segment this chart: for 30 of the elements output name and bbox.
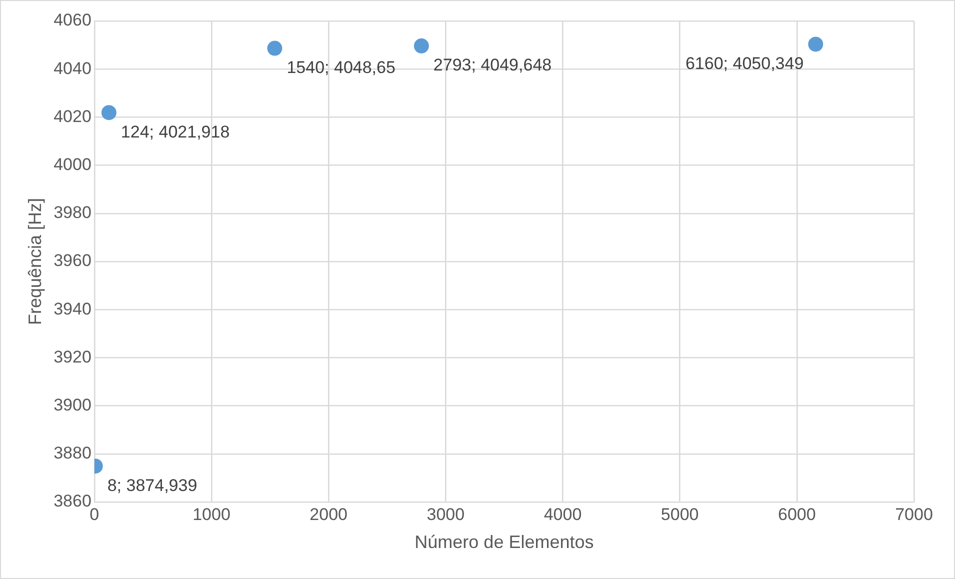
data-label: 2793; 4049,648 — [433, 56, 552, 75]
y-tick-label: 3860 — [54, 492, 92, 511]
y-tick-label: 4060 — [54, 10, 92, 30]
y-tick-label: 3880 — [54, 444, 92, 463]
y-tick-label: 3920 — [54, 347, 92, 366]
x-tick-label: 0 — [90, 504, 100, 524]
y-axis-title: Frequência [Hz] — [24, 198, 45, 326]
y-tick-label: 3980 — [54, 203, 92, 222]
x-tick-label: 3000 — [426, 504, 465, 524]
y-tick-label: 4000 — [54, 154, 92, 174]
data-label: 6160; 4050,349 — [685, 54, 804, 73]
y-tick-label: 3940 — [54, 299, 92, 318]
x-tick-label: 2000 — [310, 504, 348, 524]
x-axis-title: Número de Elementos — [414, 532, 594, 552]
y-tick-label: 4040 — [54, 58, 92, 78]
x-tick-label: 5000 — [660, 504, 699, 524]
point — [101, 105, 116, 120]
x-tick-label: 6000 — [778, 504, 816, 524]
data-label: 1540; 4048,65 — [286, 58, 396, 77]
y-tick-label: 3960 — [54, 251, 92, 270]
x-tick-label: 4000 — [544, 504, 582, 524]
x-tick-label: 1000 — [192, 504, 230, 524]
y-tick-label: 3900 — [54, 395, 92, 414]
x-tick-label: 7000 — [895, 504, 933, 524]
data-label: 124; 4021,918 — [120, 122, 230, 142]
point — [414, 38, 429, 54]
data-label: 8; 3874,939 — [107, 476, 198, 495]
y-tick-label: 4020 — [54, 106, 92, 126]
point — [808, 36, 824, 52]
point — [267, 40, 282, 56]
